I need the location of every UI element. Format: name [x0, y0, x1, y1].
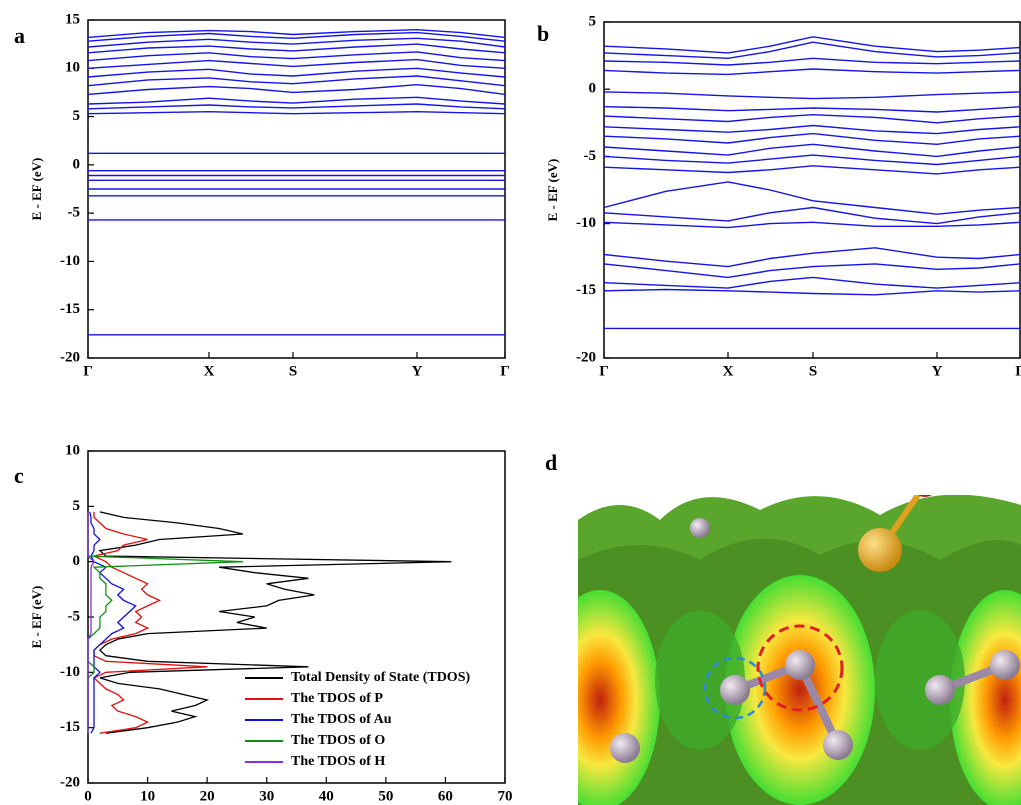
band-line: [603, 165, 1021, 175]
y-axis-label: E - EF (eV): [545, 159, 560, 222]
band-line: [87, 58, 506, 69]
x-tick-label: 0: [84, 788, 92, 804]
x-tick-label: 20: [200, 788, 215, 804]
band-line: [87, 43, 506, 54]
dos-line: [98, 511, 452, 734]
x-tick-label: 70: [498, 788, 513, 804]
band-line: [603, 263, 1021, 279]
band-line: [87, 96, 506, 105]
band-line: [603, 288, 1021, 296]
legend-label: The TDOS of H: [291, 754, 385, 769]
panel-label: d: [545, 450, 557, 475]
x-tick-label: Γ: [1015, 363, 1021, 379]
band-line: [87, 37, 506, 48]
band-line: [87, 31, 506, 42]
y-tick-label: -15: [60, 719, 80, 735]
band-line: [603, 41, 1021, 60]
panel-label: b: [537, 21, 549, 46]
band-line: [603, 36, 1021, 54]
charge-density-image: [578, 495, 1021, 805]
y-tick-label: 10: [65, 60, 80, 76]
legend-label: The TDOS of O: [291, 733, 385, 748]
band-line: [603, 247, 1021, 268]
x-tick-label: S: [809, 363, 817, 379]
x-tick-label: Γ: [83, 363, 93, 379]
legend-label: Total Density of State (TDOS): [291, 670, 470, 685]
y-tick-label: 0: [73, 553, 81, 569]
x-tick-label: 10: [140, 788, 155, 804]
legend-label: The TDOS of Au: [291, 712, 392, 727]
y-tick-label: -10: [576, 215, 596, 231]
y-tick-label: -15: [576, 282, 596, 298]
band-line: [87, 110, 506, 115]
y-tick-label: 5: [589, 13, 597, 29]
panel-label: c: [14, 463, 24, 488]
y-tick-label: -5: [68, 608, 81, 624]
x-tick-label: 40: [319, 788, 334, 804]
band-line: [603, 154, 1021, 166]
x-tick-label: X: [204, 363, 215, 379]
x-tick-label: 50: [378, 788, 393, 804]
band-line: [87, 83, 506, 96]
band-line: [603, 113, 1021, 124]
band-line: [603, 181, 1021, 215]
y-tick-label: 5: [73, 108, 81, 124]
band-line: [87, 28, 506, 39]
x-tick-label: 30: [259, 788, 274, 804]
x-tick-label: 60: [438, 788, 453, 804]
x-tick-label: X: [723, 363, 734, 379]
y-tick-label: -10: [60, 253, 80, 269]
x-tick-label: Y: [932, 363, 943, 379]
legend-label: The TDOS of P: [291, 691, 383, 706]
y-tick-label: -20: [60, 349, 80, 365]
band-line: [603, 57, 1021, 66]
y-tick-label: -20: [60, 774, 80, 790]
band-line: [603, 143, 1021, 158]
y-tick-label: -5: [68, 205, 81, 221]
x-tick-label: S: [289, 363, 297, 379]
y-tick-label: 10: [65, 442, 80, 458]
dos-line: [87, 511, 95, 734]
plot-frame: [603, 21, 1021, 359]
y-tick-label: 0: [589, 81, 597, 97]
panel-label: a: [14, 23, 25, 48]
x-tick-label: Γ: [500, 363, 510, 379]
x-tick-label: Y: [412, 363, 423, 379]
y-tick-label: -20: [576, 349, 596, 365]
y-tick-label: -10: [60, 664, 80, 680]
band-line: [87, 51, 506, 62]
band-line: [87, 67, 506, 78]
y-tick-label: -15: [60, 301, 80, 317]
band-line: [87, 103, 506, 110]
dos-line: [87, 511, 243, 734]
y-tick-label: 5: [73, 498, 81, 514]
band-line: [603, 132, 1021, 146]
band-line: [603, 206, 1021, 225]
band-line: [87, 75, 506, 87]
band-line: [603, 68, 1021, 76]
band-line: [603, 91, 1021, 100]
band-line: [603, 221, 1021, 229]
dos-line: [89, 511, 137, 734]
y-tick-label: 0: [73, 156, 81, 172]
y-axis-label: E - EF (eV): [29, 586, 44, 649]
band-line: [603, 124, 1021, 135]
band-line: [603, 276, 1021, 289]
dos-line: [92, 511, 208, 734]
y-tick-label: 15: [65, 11, 80, 27]
y-tick-label: -5: [584, 148, 597, 164]
y-axis-label: E - EF (eV): [29, 158, 44, 221]
band-line: [603, 106, 1021, 113]
x-tick-label: Γ: [599, 363, 609, 379]
